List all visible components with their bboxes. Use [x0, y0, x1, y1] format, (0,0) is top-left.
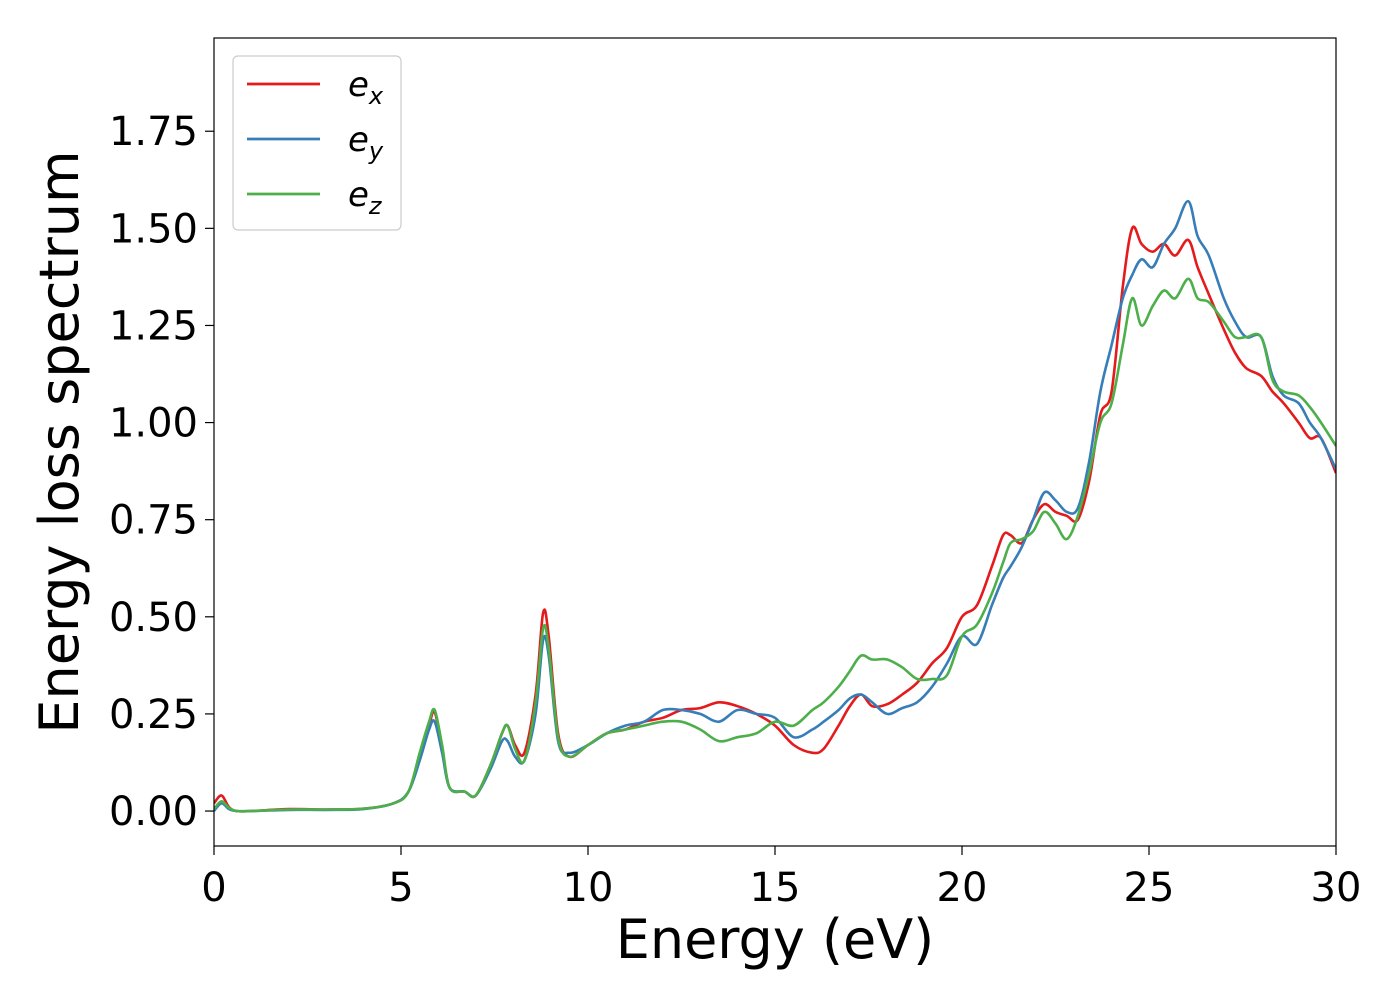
legend-frame — [232, 55, 402, 231]
y-tick-label: 1.75 — [109, 109, 198, 155]
series-line-ez — [214, 277, 1336, 813]
x-tick-label: 15 — [750, 865, 801, 911]
legend-label-ez: ez — [348, 175, 383, 220]
series-line-ex — [214, 225, 1336, 813]
x-tick-label: 30 — [1311, 865, 1362, 911]
x-tick-label: 0 — [201, 865, 226, 911]
x-tick-label: 10 — [563, 865, 614, 911]
y-tick-label: 1.50 — [109, 206, 198, 252]
x-tick-label: 20 — [937, 865, 988, 911]
y-tick-label: 0.00 — [109, 789, 198, 835]
y-tick-label: 0.75 — [109, 498, 198, 544]
x-tick-label: 25 — [1124, 865, 1175, 911]
x-tick-label: 5 — [388, 865, 413, 911]
y-tick-label: 1.25 — [109, 303, 198, 349]
y-tick-label: 0.50 — [109, 595, 198, 641]
y-tick-label: 1.00 — [109, 401, 198, 447]
x-axis-label: Energy (eV) — [616, 908, 935, 971]
legend-label-ey: ey — [348, 120, 384, 165]
x-axis: 0 5 10 15 20 25 30 — [201, 846, 1361, 911]
series-layer — [214, 199, 1336, 813]
y-axis-label: Energy loss spectrum — [28, 150, 91, 733]
legend: ex ey ez — [232, 55, 402, 231]
legend-label-ex: ex — [348, 65, 384, 110]
y-axis: 0.00 0.25 0.50 0.75 1.00 1.25 1.50 1.75 — [109, 109, 214, 835]
y-tick-label: 0.25 — [109, 692, 198, 738]
